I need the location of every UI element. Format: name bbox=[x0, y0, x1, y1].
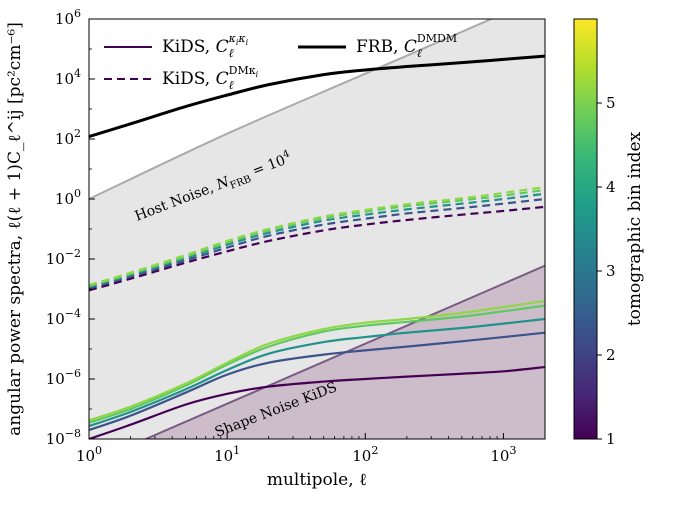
series-line-5 bbox=[89, 299, 545, 422]
series-line-9 bbox=[89, 188, 545, 288]
colorbar-tick-label-2: 3 bbox=[606, 262, 616, 280]
y-tick-label-1: 10−6 bbox=[46, 367, 81, 388]
y-tick-label-3: 10−2 bbox=[46, 247, 81, 268]
series-line-8 bbox=[89, 192, 545, 289]
series-line-10 bbox=[89, 185, 545, 287]
shape-noise-line bbox=[143, 264, 545, 439]
x-tick-label-2: 102 bbox=[352, 444, 378, 465]
x-tick-label-0: 100 bbox=[76, 444, 102, 465]
colorbar-tick-label-4: 5 bbox=[606, 94, 616, 112]
colorbar-label: tomographic bin index bbox=[625, 131, 645, 326]
y-tick-label-6: 104 bbox=[55, 67, 81, 88]
colorbar bbox=[573, 18, 598, 440]
legend-label-frb: FRB, CℓDMDM bbox=[356, 32, 457, 60]
x-tick-label-3: 103 bbox=[490, 444, 516, 465]
legend-label-dmk: KiDS, CℓDMκi bbox=[162, 64, 259, 92]
series-line-6 bbox=[89, 205, 545, 292]
x-tick-label-1: 101 bbox=[214, 444, 240, 465]
series-line-7 bbox=[89, 197, 545, 290]
colorbar-tick-label-3: 4 bbox=[606, 178, 616, 196]
colorbar-tick-label-1: 2 bbox=[606, 346, 616, 364]
host-noise-line bbox=[89, 19, 494, 200]
colorbar-tick-label-0: 1 bbox=[606, 430, 616, 448]
y-axis-label: angular power spectra, ℓ(ℓ + 1)C_ℓ^ij [p… bbox=[5, 22, 25, 436]
y-tick-label-7: 106 bbox=[55, 7, 81, 28]
series-line-3 bbox=[89, 317, 545, 428]
legend-label-kk: KiDS, Cℓκiκi bbox=[162, 32, 249, 60]
x-axis-label: multipole, ℓ bbox=[267, 470, 367, 490]
y-tick-label-2: 10−4 bbox=[46, 307, 81, 328]
series-line-2 bbox=[89, 331, 545, 432]
y-tick-label-0: 10−8 bbox=[46, 427, 81, 448]
y-tick-label-5: 102 bbox=[55, 127, 81, 148]
series-line-0 bbox=[89, 54, 545, 139]
series-line-4 bbox=[89, 304, 545, 424]
series-line-1 bbox=[89, 365, 545, 439]
y-tick-label-4: 100 bbox=[55, 187, 81, 208]
